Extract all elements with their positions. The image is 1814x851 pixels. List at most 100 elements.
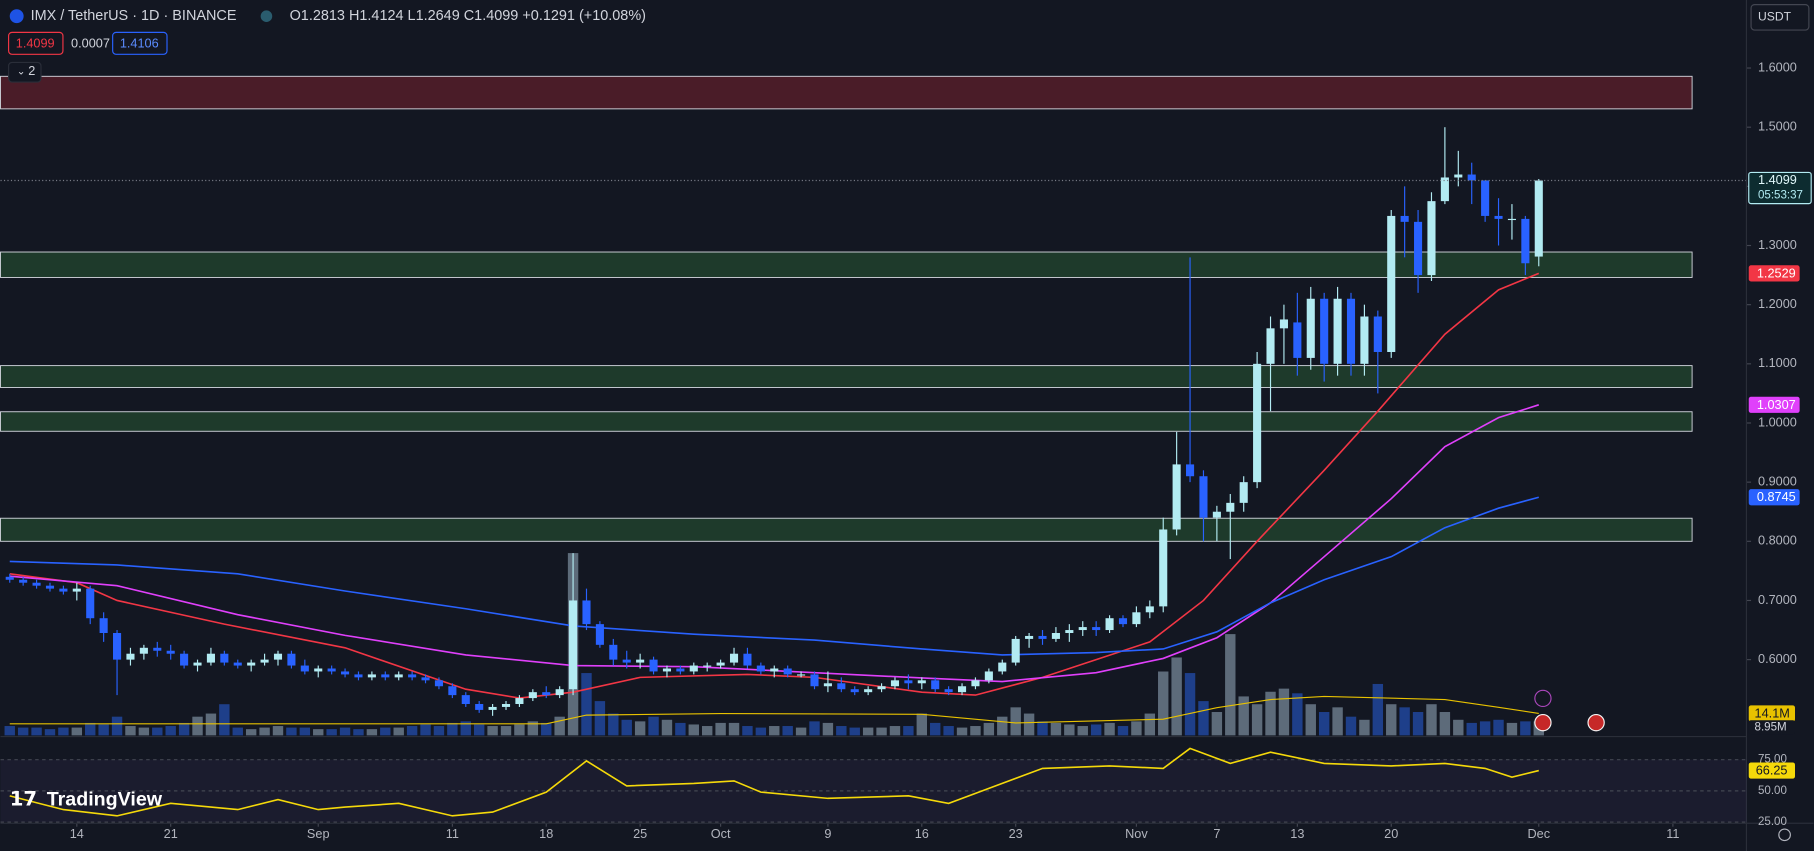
candle-body — [1038, 635, 1047, 639]
x-tick-label: 11 — [446, 826, 459, 841]
volume-bar — [1131, 721, 1142, 736]
volume-bar — [1345, 716, 1357, 736]
indicator-count: 2 — [28, 63, 35, 78]
volume-bar — [970, 726, 981, 736]
rsi-tick-label: 25.00 — [1758, 816, 1787, 828]
volume-bar — [1318, 712, 1330, 736]
x-tick-label: 11 — [1666, 826, 1679, 841]
x-tick-label: 7 — [1213, 826, 1220, 841]
candle-body — [1346, 298, 1356, 364]
candle-body — [1507, 218, 1516, 221]
candle-body — [662, 668, 672, 672]
candle-body — [19, 579, 28, 583]
settings-icon[interactable] — [1778, 828, 1791, 842]
volume-bar — [1399, 707, 1410, 736]
candle-body — [569, 600, 578, 690]
currency: USDT — [1758, 10, 1792, 24]
volume-bar — [1037, 721, 1048, 736]
event-icon[interactable] — [1534, 689, 1552, 708]
candle-body — [622, 659, 631, 663]
rsi-line — [9, 747, 1539, 817]
last-price-label: 1.4099 — [1758, 172, 1797, 187]
volume-bar — [326, 729, 337, 736]
candle-body — [555, 689, 564, 696]
candle-body — [273, 653, 283, 660]
candle-body — [180, 653, 189, 666]
symbol-icon — [9, 9, 24, 24]
volume-bar — [527, 721, 539, 736]
volume-bar — [795, 727, 807, 736]
zone — [0, 365, 1693, 388]
candle-body — [113, 633, 122, 660]
volume-bar — [85, 722, 96, 736]
x-tick-label: 16 — [915, 826, 929, 841]
volume-bar — [313, 729, 324, 736]
volume-bar — [353, 729, 364, 736]
candle-body — [1078, 627, 1087, 631]
volume-bar — [1064, 724, 1075, 736]
zone — [0, 251, 1693, 278]
candle-body — [716, 662, 725, 666]
volume-bar — [1466, 722, 1477, 736]
candle-body — [1481, 180, 1490, 216]
volume-bar — [849, 727, 860, 736]
candle-body — [770, 668, 779, 672]
candle-body — [1253, 363, 1262, 483]
volume-bar — [1023, 713, 1035, 736]
x-tick-label: Dec — [1527, 826, 1550, 841]
rsi-label: 66.25 — [1756, 763, 1788, 778]
candle-body — [582, 600, 591, 625]
candle-body — [206, 653, 215, 663]
candle-body — [1145, 606, 1154, 613]
volume-bar — [1158, 671, 1169, 736]
x-tick-label: 18 — [539, 826, 553, 841]
volume-bar — [4, 726, 15, 736]
volume-bar — [1520, 721, 1531, 736]
event-flag[interactable] — [1587, 713, 1605, 732]
candle-body — [649, 659, 658, 672]
y-tick-label: 0.6000 — [1758, 651, 1797, 666]
moving-average — [9, 404, 1540, 683]
candle-body — [1534, 180, 1543, 257]
volume-bar — [473, 724, 485, 736]
volume-ma — [9, 695, 1539, 725]
volume-bar — [997, 716, 1008, 736]
symbol[interactable]: IMX / TetherUS · 1D · BINANCE — [31, 8, 237, 24]
volume-bar — [1010, 707, 1021, 736]
candle-body — [957, 686, 967, 693]
ohlc: O1.2813 H1.4124 L1.2649 C1.4099 +0.1291 … — [290, 8, 646, 24]
candle-body — [810, 674, 819, 687]
candle-body — [703, 665, 712, 667]
volume-bar — [165, 726, 176, 736]
zone — [0, 517, 1693, 542]
ask-box[interactable] — [112, 31, 168, 55]
event-flag[interactable] — [1534, 713, 1552, 732]
volume-bar — [1332, 707, 1343, 736]
moving-average — [9, 272, 1540, 699]
candle-body — [783, 668, 792, 675]
candle-body — [1132, 612, 1141, 625]
volume-bar — [1426, 704, 1437, 736]
brand-mark: 𝟭𝟳 — [10, 788, 37, 810]
candle-body — [1065, 630, 1074, 634]
volume-bar — [1090, 724, 1102, 736]
x-tick-label: 20 — [1384, 826, 1398, 841]
volume-bar — [1077, 726, 1088, 736]
currency-button[interactable] — [1750, 4, 1810, 31]
last-price-box — [1748, 171, 1812, 205]
volume-bar — [889, 726, 901, 736]
candle-body — [1212, 511, 1221, 518]
volume-bar — [393, 727, 404, 736]
zones — [0, 75, 1693, 542]
candle-body — [1373, 316, 1382, 352]
candle-layer — [5, 127, 1543, 716]
candle-body — [1427, 201, 1436, 276]
indicators-toggle[interactable] — [8, 61, 42, 83]
volume-bar — [541, 722, 552, 736]
candle-body — [984, 671, 993, 681]
bid-box[interactable] — [8, 31, 64, 55]
volume-bar — [339, 727, 351, 736]
ma-layer — [9, 272, 1540, 699]
